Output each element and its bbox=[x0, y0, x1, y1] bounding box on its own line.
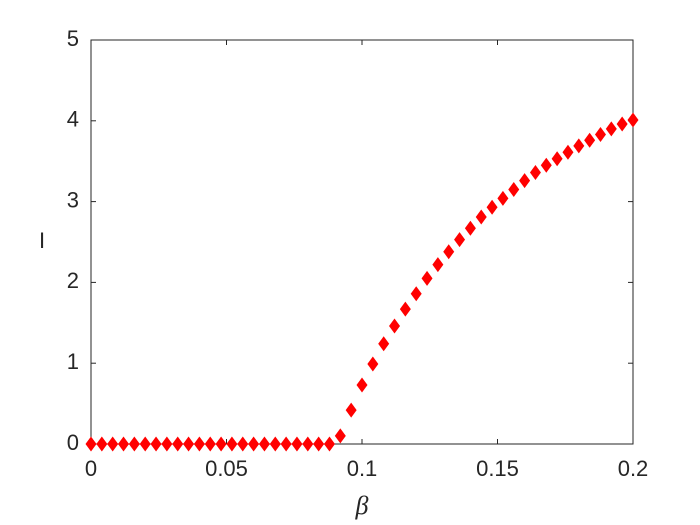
marker bbox=[594, 127, 606, 143]
marker bbox=[334, 428, 346, 444]
y-tick-label: 2 bbox=[67, 268, 79, 293]
marker bbox=[107, 436, 119, 452]
marker bbox=[421, 270, 433, 286]
marker bbox=[529, 165, 541, 181]
marker bbox=[454, 232, 466, 248]
x-tick-label: 0.1 bbox=[347, 456, 378, 481]
marker bbox=[345, 402, 357, 418]
marker bbox=[584, 132, 596, 148]
marker bbox=[258, 436, 270, 452]
marker bbox=[313, 436, 325, 452]
marker bbox=[519, 173, 531, 189]
y-tick-label: 5 bbox=[67, 26, 79, 51]
marker bbox=[464, 220, 476, 236]
marker bbox=[150, 436, 162, 452]
marker bbox=[562, 144, 574, 160]
marker bbox=[323, 436, 335, 452]
marker bbox=[475, 209, 487, 225]
marker bbox=[128, 436, 140, 452]
marker bbox=[139, 436, 151, 452]
marker bbox=[486, 199, 498, 215]
marker bbox=[269, 436, 281, 452]
marker bbox=[378, 336, 390, 352]
y-tick-label: 1 bbox=[67, 349, 79, 374]
marker bbox=[215, 436, 227, 452]
marker bbox=[193, 436, 205, 452]
marker bbox=[573, 138, 585, 154]
marker bbox=[302, 436, 314, 452]
marker bbox=[356, 377, 368, 393]
marker bbox=[85, 436, 97, 452]
marker bbox=[367, 356, 379, 372]
marker bbox=[540, 157, 552, 173]
marker bbox=[399, 301, 411, 317]
marker bbox=[627, 112, 639, 128]
marker bbox=[508, 181, 520, 197]
marker bbox=[443, 244, 455, 260]
marker bbox=[183, 436, 195, 452]
x-tick-label: 0.05 bbox=[205, 456, 248, 481]
marker bbox=[551, 151, 563, 167]
marker bbox=[226, 436, 238, 452]
marker bbox=[161, 436, 173, 452]
x-tick-label: 0.2 bbox=[618, 456, 649, 481]
marker bbox=[389, 318, 401, 334]
marker bbox=[237, 436, 249, 452]
marker bbox=[96, 436, 108, 452]
marker bbox=[172, 436, 184, 452]
y-tick-label: 3 bbox=[67, 187, 79, 212]
x-tick-label: 0.15 bbox=[476, 456, 519, 481]
y-axis-label: I bbox=[39, 228, 45, 253]
marker bbox=[280, 436, 292, 452]
x-axis-label: β bbox=[355, 491, 369, 520]
x-tick-label: 0 bbox=[85, 456, 97, 481]
plot-frame bbox=[90, 39, 634, 445]
marker bbox=[497, 190, 509, 206]
y-tick-label: 4 bbox=[67, 107, 79, 132]
marker bbox=[432, 257, 444, 273]
marker bbox=[204, 436, 216, 452]
marker bbox=[410, 286, 422, 302]
marker bbox=[616, 116, 628, 132]
marker bbox=[248, 436, 260, 452]
marker bbox=[605, 121, 617, 137]
marker bbox=[118, 436, 130, 452]
y-tick-label: 0 bbox=[67, 430, 79, 455]
marker bbox=[291, 436, 303, 452]
